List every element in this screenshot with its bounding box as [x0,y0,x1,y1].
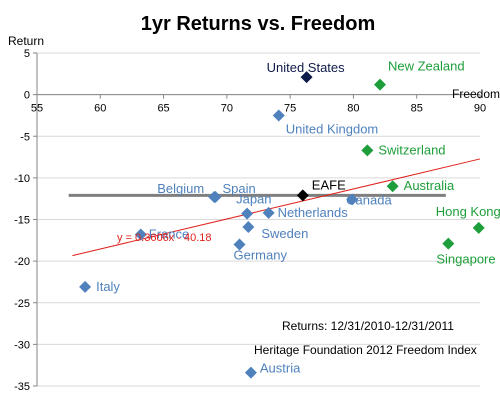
x-axis-title: Freedom [452,87,500,101]
y-tick-label: 0 [24,90,30,102]
x-tick-label: 85 [411,103,423,115]
point-germany [233,238,246,251]
point-spain [209,191,222,204]
y-tick-label: -30 [14,339,30,351]
point-eafe [296,189,309,202]
label-hong-kong: Hong Kong [436,204,500,219]
label-united-states: United States [267,60,346,75]
point-new-zealand [374,78,387,91]
y-tick-label: 5 [24,48,30,60]
data-points [79,71,485,379]
y-axis: 5 0 -5 -10 -15 -20 -25 -30 -35 [14,48,38,393]
chart-title: 1yr Returns vs. Freedom [141,13,376,35]
label-singapore: Singapore [436,252,495,267]
label-switzerland: Switzerland [378,142,445,157]
point-united-kingdom [272,109,285,122]
label-belgium: Belgium [157,181,204,196]
point-france [134,228,147,241]
label-france: France [149,226,189,241]
x-tick-label: 65 [157,103,169,115]
point-australia [386,180,399,193]
x-tick-label: 75 [284,103,296,115]
x-tick-label: 55 [31,103,43,115]
label-united-kingdom: United Kingdom [286,121,379,136]
label-sweden: Sweden [261,226,308,241]
y-tick-label: -20 [14,256,30,268]
x-tick-label: 80 [347,103,359,115]
label-japan: Japan [236,192,271,207]
y-tick-label: -25 [14,298,30,310]
point-labels: United States New Zealand United Kingdom Sw… [96,59,500,376]
point-italy [79,280,92,293]
x-tick-label: 90 [474,103,486,115]
label-spain: Spain [222,181,255,196]
x-tick-label: 60 [94,103,106,115]
y-axis-title: Return [8,34,44,48]
label-italy: Italy [96,279,120,294]
y-tick-label: -10 [14,173,30,185]
point-united-states [300,71,313,84]
trendline-equation: y = 0.3606x - 40.18 [117,232,211,244]
y-tick-label: -5 [20,131,30,143]
y-tick-label: -35 [14,381,30,393]
label-canada: Canada [346,193,392,208]
point-netherlands [262,206,275,219]
point-japan [241,207,254,220]
label-austria: Austria [260,361,301,376]
point-singapore [442,237,455,250]
label-germany: Germany [234,247,288,262]
label-netherlands: Netherlands [278,205,349,220]
label-eafe: EAFE [312,177,346,192]
freedom-index-note: Heritage Foundation 2012 Freedom Index [254,343,477,357]
label-new-zealand: New Zealand [388,59,465,74]
y-tick-label: -15 [14,215,30,227]
point-hong-kong [472,221,485,234]
returns-period-note: Returns: 12/31/2010-12/31/2011 [282,319,454,333]
point-switzerland [361,144,374,157]
point-austria [244,366,257,379]
point-sweden [242,220,255,233]
label-australia: Australia [404,178,455,193]
x-axis: 55 60 65 70 75 80 85 90 [31,94,486,115]
x-tick-label: 70 [221,103,233,115]
point-canada [346,193,359,206]
